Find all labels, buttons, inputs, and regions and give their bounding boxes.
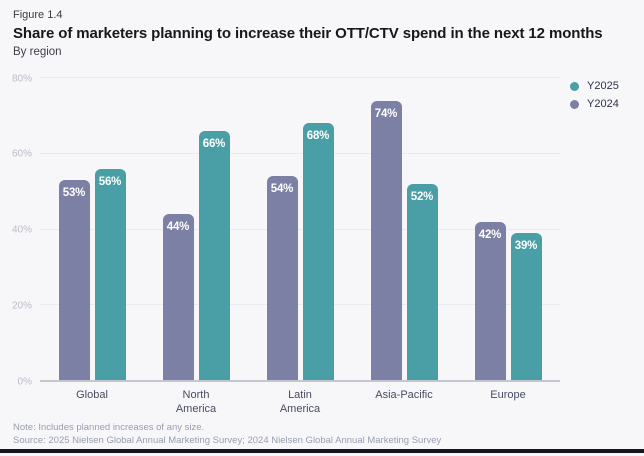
y-tick-label: 80% xyxy=(11,73,32,84)
source-text: Source: 2025 Nielsen Global Annual Marke… xyxy=(13,435,442,446)
gridline xyxy=(40,304,560,306)
bar-value-label: 74% xyxy=(374,107,398,120)
chart-footer: Note: Includes planned increases of any … xyxy=(13,421,441,447)
chart-header: Figure 1.4 Share of marketers planning t… xyxy=(13,9,623,58)
gridline xyxy=(40,228,560,230)
legend-label: Y2024 xyxy=(587,98,619,110)
bar-value-label: 44% xyxy=(166,221,190,234)
legend-label: Y2025 xyxy=(587,80,619,92)
figure-label: Figure 1.4 xyxy=(13,9,63,21)
bar-y2025-north-america: 66% xyxy=(198,131,230,381)
bar-value-label: 54% xyxy=(270,183,294,196)
x-category-label: Latin America xyxy=(279,389,321,415)
plot-area: 53% 56% 44% 66% 54% 68% 74% 52% 42% 39% xyxy=(40,77,560,382)
bar-y2025-europe: 39% xyxy=(510,233,542,381)
chart-subtitle: By region xyxy=(13,46,62,58)
legend-dot-icon xyxy=(570,81,579,91)
chart-title: Share of marketers planning to increase … xyxy=(13,25,603,42)
x-category-label: North America xyxy=(175,389,217,415)
legend-dot-icon xyxy=(570,99,579,109)
x-category-label: Europe xyxy=(490,389,526,401)
bar-group: 54% 68% xyxy=(248,78,352,381)
bar-y2024-north-america: 44% xyxy=(162,214,194,381)
bar-y2024-latin-america: 54% xyxy=(266,176,298,381)
bar-value-label: 53% xyxy=(62,187,86,200)
bar-y2025-global: 56% xyxy=(94,168,126,381)
legend-item-y2025: Y2025 xyxy=(570,80,619,92)
bar-y2025-asia-pacific: 52% xyxy=(406,184,438,381)
y-tick-label: 20% xyxy=(11,300,32,312)
bar-groups: 53% 56% 44% 66% 54% 68% 74% 52% 42% 39% xyxy=(40,78,560,381)
x-category-label: Asia-Pacific xyxy=(375,389,433,401)
bar-value-label: 39% xyxy=(514,240,538,253)
y-tick-label: 40% xyxy=(11,224,32,236)
note-text: Note: Includes planned increases of any … xyxy=(13,422,205,433)
bar-group: 42% 39% xyxy=(456,78,560,381)
bar-group: 74% 52% xyxy=(352,78,456,381)
x-category-label: Global xyxy=(76,389,108,401)
y-axis: 0% 20% 40% 60% 80% xyxy=(0,73,34,387)
bar-y2025-latin-america: 68% xyxy=(302,123,334,381)
gridline xyxy=(40,152,560,154)
y-tick-label: 60% xyxy=(11,148,32,160)
bar-y2024-asia-pacific: 74% xyxy=(370,100,402,381)
x-axis-line xyxy=(40,380,560,382)
bar-value-label: 52% xyxy=(410,191,434,204)
bar-group: 53% 56% xyxy=(40,78,144,381)
bar-y2024-europe: 42% xyxy=(474,221,506,381)
bar-value-label: 56% xyxy=(98,175,122,188)
bottom-border xyxy=(0,449,644,453)
bar-value-label: 66% xyxy=(202,138,226,151)
bar-group: 44% 66% xyxy=(144,78,248,381)
gridline xyxy=(40,77,560,78)
legend: Y2025 Y2024 xyxy=(570,80,619,116)
bar-value-label: 42% xyxy=(478,228,502,241)
bar-y2024-global: 53% xyxy=(58,180,90,381)
legend-item-y2024: Y2024 xyxy=(570,98,619,110)
x-axis-labels: Global North America Latin America Asia-Pacif… xyxy=(40,388,560,416)
y-tick-label: 0% xyxy=(17,376,32,387)
bar-value-label: 68% xyxy=(306,130,330,143)
